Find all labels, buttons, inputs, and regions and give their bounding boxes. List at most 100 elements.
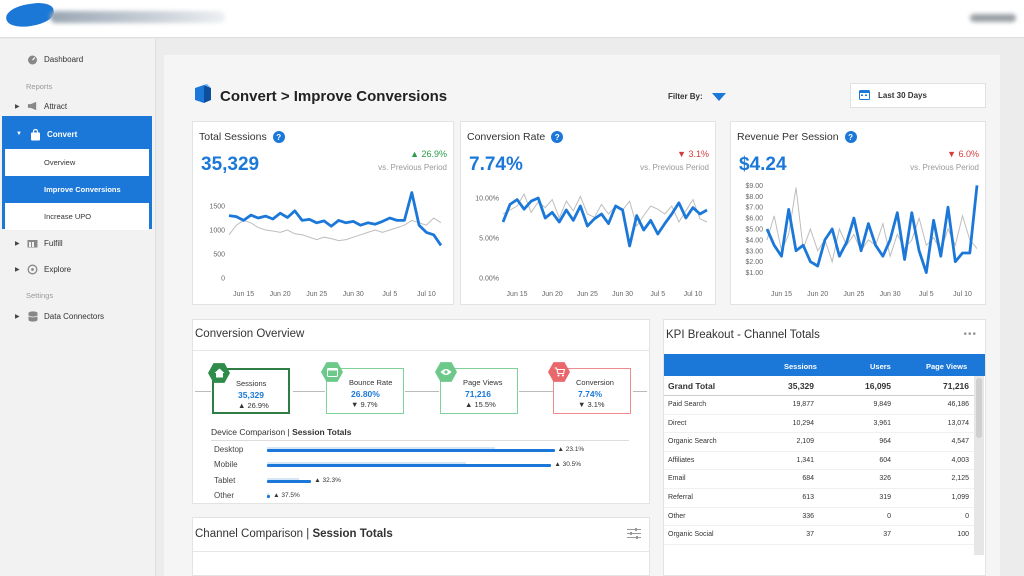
filter-dropdown-caret-icon[interactable] [712, 93, 726, 101]
funnel-step-label: Conversion [576, 378, 614, 387]
table-cell-sessions: 684 [802, 475, 814, 483]
sidebar-subitem-improve-conversions[interactable]: Improve Conversions [5, 176, 149, 203]
x-tick-label: Jun 30 [880, 291, 901, 298]
sidebar-item-explore[interactable]: ▶ Explore [0, 260, 156, 278]
help-icon[interactable]: ? [844, 131, 857, 143]
funnel-step-page-views[interactable]: Page Views 71,216 ▲ 15.5% [435, 362, 518, 414]
funnel-step-label: Sessions [236, 379, 267, 388]
table-cell-sessions: 613 [802, 494, 814, 501]
x-tick-label: Jun 20 [542, 291, 563, 298]
more-options-icon[interactable]: ••• [963, 329, 977, 340]
kpi-vs-label: vs. Previous Period [910, 163, 979, 172]
x-tick-label: Jul 5 [650, 291, 665, 298]
table-row[interactable]: Email 684 326 2,125 [664, 470, 974, 489]
funnel-connector [405, 391, 439, 392]
table-row[interactable]: Affiliates 1,341 604 4,003 [664, 452, 974, 471]
funnel-step-sessions[interactable]: Sessions 35,329 ▲ 26.9% [208, 363, 290, 414]
sidebar-item-label: Explore [44, 264, 72, 274]
table-row[interactable]: Other 336 0 0 [664, 508, 974, 527]
device-label: Other [214, 491, 235, 500]
x-tick-label: Jun 30 [612, 291, 633, 298]
sidebar-item-dashboard[interactable]: Dashboard [0, 50, 156, 68]
y-tick-label: 5.00% [479, 236, 499, 243]
divider [211, 440, 629, 441]
sidebar-subitem-overview[interactable]: Overview [5, 149, 149, 176]
previous-period-line[interactable] [228, 217, 442, 242]
table-grand-total-row[interactable]: Grand Total 35,329 16,095 71,216 [664, 376, 974, 396]
page-title: Convert > Improve Conversions [220, 87, 448, 105]
sidebar-subitem-increase-upo[interactable]: Increase UPO [5, 203, 149, 230]
sidebar-item-attract[interactable]: ▶ Attract [0, 97, 156, 115]
sidebar-item-data-connectors[interactable]: ▶ Data Connectors [0, 307, 156, 325]
help-icon[interactable]: ? [272, 131, 285, 143]
y-tick-label: $3.00 [745, 248, 763, 255]
kpi-title: Conversion Rate? [467, 131, 564, 143]
table-scrollbar[interactable] [974, 376, 984, 555]
device-label: Tablet [214, 476, 236, 485]
table-cell-views: 71,216 [943, 381, 969, 391]
previous-period-line[interactable] [502, 192, 708, 228]
caret-right-icon: ▶ [15, 313, 20, 320]
table-cell-sessions: 1,341 [796, 456, 814, 464]
main-content: Convert > Improve Conversions Filter By:… [164, 55, 1000, 576]
funnel-step-bounce-rate[interactable]: Bounce Rate 26.80% ▼ 9.7% [321, 362, 404, 414]
table-row[interactable]: Paid Search 19,877 9,849 46,186 [664, 396, 974, 415]
device-heading-text: Device Comparison [211, 427, 286, 437]
table-row[interactable]: Organic Search 2,109 964 4,547 [664, 433, 974, 452]
compass-icon [27, 264, 38, 275]
date-range-button[interactable]: Last 30 Days [850, 83, 986, 108]
table-cell-views: 4,003 [951, 456, 969, 464]
channel-comparison-card: Channel Comparison | Session Totals [192, 517, 650, 576]
page-header: Convert > Improve Conversions [192, 83, 447, 109]
date-range-label: Last 30 Days [878, 91, 927, 100]
table-cell-views: 4,547 [951, 438, 969, 446]
column-header[interactable]: Page Views [926, 362, 968, 371]
sidebar-item-label: Attract [44, 101, 68, 111]
table-row[interactable]: Organic Social 37 37 100 [664, 526, 974, 545]
caret-right-icon: ▶ [15, 103, 20, 110]
table-row[interactable]: Referral 613 319 1,099 [664, 489, 974, 508]
y-tick-label: $2.00 [745, 259, 763, 266]
table-cell-views: 1,099 [951, 494, 969, 501]
funnel-step-label: Page Views [463, 378, 503, 387]
brand-logo[interactable] [4, 0, 56, 30]
current-period-line[interactable] [228, 191, 443, 247]
help-icon[interactable]: ? [551, 131, 564, 143]
table-scrollbar-thumb[interactable] [976, 378, 982, 438]
table-cell-label: Paid Search [668, 401, 707, 408]
funnel-step-value: 7.74% [578, 389, 603, 399]
y-tick-label: $6.00 [745, 216, 763, 223]
kpi-title: Revenue Per Session? [737, 131, 857, 143]
funnel-step-delta: ▼ 3.1% [578, 400, 605, 409]
column-header[interactable]: Sessions [784, 362, 817, 371]
kpi-card-total-sessions: Total Sessions? 35,329 ▲ 26.9% vs. Previ… [192, 121, 454, 305]
current-period-line[interactable] [501, 196, 708, 248]
table-cell-sessions: 336 [802, 512, 814, 520]
funnel-step-delta: ▼ 9.7% [351, 400, 378, 409]
sidebar-item-convert[interactable]: ▼ Convert [5, 119, 149, 149]
current-period-line[interactable] [765, 185, 979, 274]
device-heading-bold: Session Totals [292, 427, 352, 437]
user-menu-blurred[interactable] [970, 14, 1016, 22]
column-header[interactable]: Users [870, 362, 891, 371]
kpi-card-conversion-rate: Conversion Rate? 7.74% ▼ 3.1% vs. Previo… [460, 121, 716, 305]
device-session-bar[interactable] [267, 449, 555, 452]
table-cell-sessions: 19,877 [792, 401, 814, 408]
device-session-bar[interactable] [267, 464, 552, 467]
filter-sliders-icon[interactable] [627, 527, 641, 545]
funnel-step-conversion[interactable]: Conversion 7.74% ▼ 3.1% [548, 362, 631, 414]
sidebar: Dashboard Reports ▶ Attract ▼ Convert Ov… [0, 39, 156, 576]
device-session-bar[interactable] [267, 480, 312, 483]
kpi-delta: ▼ 6.0% [947, 149, 979, 159]
table-cell-users: 16,095 [865, 381, 891, 391]
device-session-bar[interactable] [267, 495, 271, 498]
table-row[interactable]: Direct 10,294 3,961 13,074 [664, 415, 974, 434]
sidebar-item-fulfill[interactable]: ▶ Fulfill [0, 234, 156, 252]
funnel-connector [519, 391, 553, 392]
caret-right-icon: ▶ [15, 266, 20, 273]
y-tick-label: $8.00 [745, 194, 763, 201]
warehouse-icon [27, 238, 38, 249]
x-tick-label: Jul 5 [382, 291, 397, 298]
funnel-step-delta: ▲ 15.5% [465, 400, 496, 409]
kpi-title-text: Conversion Rate [467, 131, 546, 143]
